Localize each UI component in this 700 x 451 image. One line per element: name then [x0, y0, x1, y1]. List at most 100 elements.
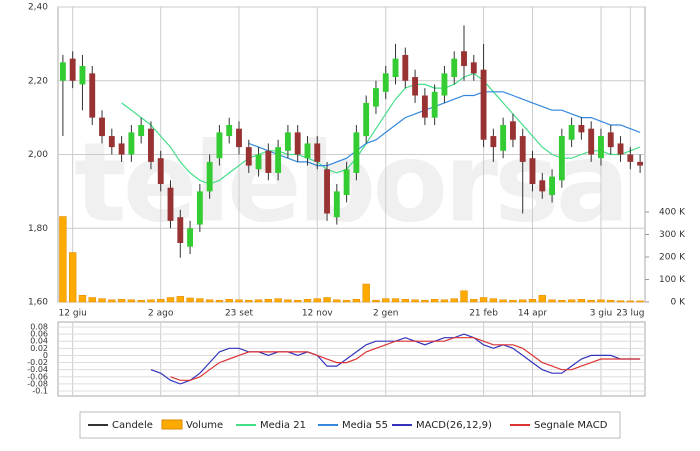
candle-body: [470, 62, 477, 74]
volume-bar: [450, 298, 458, 303]
candle-body: [343, 169, 350, 196]
candle-body: [412, 77, 419, 96]
x-tick-label: 23 lug: [616, 309, 644, 319]
volume-bar: [313, 298, 321, 303]
candle-body: [108, 136, 115, 148]
volume-bar: [411, 299, 419, 303]
candle-body: [216, 132, 223, 159]
volume-bar: [69, 252, 77, 303]
candle-body: [284, 132, 291, 151]
candle-body: [59, 62, 66, 81]
candle-body: [118, 143, 125, 155]
volume-bar: [597, 299, 605, 303]
y-tick-label: -0.06: [27, 372, 48, 381]
x-tick-label: 21 feb: [469, 309, 498, 319]
volume-bar: [176, 296, 184, 303]
volume-bar: [430, 299, 439, 303]
y2-tick-label: 300 K: [659, 230, 686, 240]
x-tick-label: 2 ago: [148, 309, 174, 319]
candle-body: [451, 58, 458, 78]
candle-body: [196, 191, 203, 225]
candle-body: [255, 154, 262, 170]
candle-body: [627, 154, 634, 162]
candle-body: [509, 121, 516, 140]
volume-bar: [333, 299, 341, 303]
candle-body: [304, 143, 311, 159]
macd-panel: [57, 321, 646, 397]
volume-bar: [607, 299, 615, 303]
x-tick-label: 2 gen: [373, 309, 399, 319]
volume-bar: [137, 299, 145, 303]
candle-body: [99, 117, 105, 137]
candle-body: [529, 158, 536, 184]
candle-body: [353, 132, 360, 173]
candle-body: [245, 147, 252, 166]
y-tick-label: -0.04: [27, 365, 48, 374]
candle-body: [607, 132, 614, 148]
candle-body: [265, 150, 272, 173]
candle-body: [392, 58, 399, 78]
volume-bar: [558, 299, 566, 303]
legend-label: Candele: [112, 420, 153, 431]
candle-body: [461, 51, 467, 66]
y-tick-label: 0.02: [30, 344, 48, 353]
candle-body: [373, 88, 379, 107]
volume-bar: [509, 299, 517, 303]
y-tick-label: 2,40: [28, 3, 48, 13]
volume-bar: [440, 299, 449, 303]
candle-body: [539, 180, 546, 192]
candle-body: [402, 54, 409, 81]
volume-bar: [274, 298, 282, 303]
y-tick-label: 1,80: [28, 224, 48, 234]
volume-bar: [284, 299, 292, 303]
series-line: [248, 91, 641, 167]
candle-body: [598, 136, 604, 159]
y-tick-label: -0.1: [32, 387, 48, 396]
candle-body: [187, 228, 194, 247]
x-tick-label: 14 apr: [518, 309, 548, 319]
candle-body: [294, 132, 301, 155]
x-tick-label: 23 set: [225, 309, 254, 319]
volume-bar: [88, 297, 96, 303]
candle-body: [79, 66, 86, 85]
volume-bar: [538, 295, 546, 303]
x-tick-label: 3 giu: [590, 309, 613, 319]
legend-label: Media 21: [260, 420, 306, 431]
volume-bar: [342, 299, 351, 303]
candle-body: [333, 191, 340, 218]
volume-bar: [303, 299, 312, 303]
legend-swatch: [161, 419, 183, 430]
volume-bar: [372, 299, 380, 303]
y-tick-label: 0.04: [30, 337, 48, 346]
volume-bar: [108, 299, 116, 303]
volume-bar: [479, 297, 488, 303]
volume-bar: [548, 299, 556, 303]
volume-bar: [59, 216, 67, 303]
volume-bar: [616, 300, 625, 303]
volume-bar: [225, 299, 233, 303]
volume-bar: [519, 299, 527, 303]
candle-body: [128, 132, 135, 155]
y-tick-label: 1,60: [28, 298, 48, 308]
y-tick-label: 0.06: [30, 330, 48, 339]
candle-body: [206, 161, 213, 192]
candle-body: [558, 136, 565, 181]
y-tick-label: -0.08: [27, 379, 48, 388]
candle-body: [421, 95, 428, 118]
x-tick-label: 12 nov: [302, 309, 334, 319]
y2-tick-label: 100 K: [659, 275, 686, 285]
volume-bar: [166, 297, 175, 303]
volume-bar: [323, 297, 331, 303]
y2-tick-label: 200 K: [659, 253, 686, 263]
volume-bar: [117, 299, 126, 303]
x-tick-label: 12 giu: [59, 309, 87, 319]
candle-body: [89, 73, 96, 118]
volume-bar: [352, 299, 361, 303]
watermark: teleborsa: [74, 118, 626, 246]
legend-label: Media 55: [342, 420, 388, 431]
candle-body: [69, 58, 76, 81]
y-tick-label: 2,20: [28, 76, 48, 86]
volume-bar: [196, 298, 204, 303]
candle-body: [138, 125, 145, 137]
